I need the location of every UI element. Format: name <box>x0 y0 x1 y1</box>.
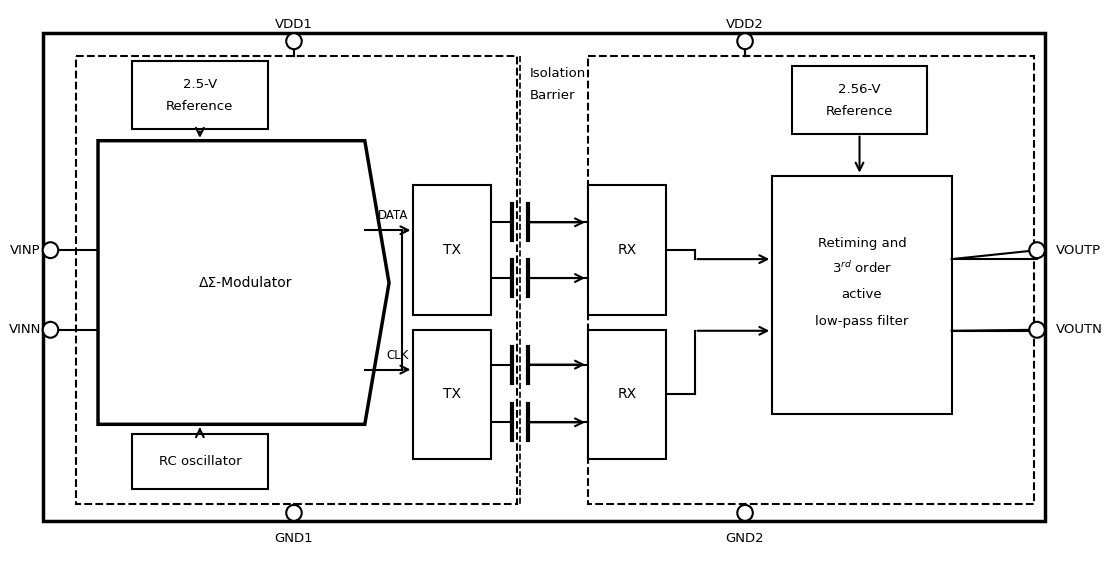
Text: low-pass filter: low-pass filter <box>815 315 908 328</box>
Text: Retiming and: Retiming and <box>817 237 906 250</box>
Circle shape <box>286 33 302 49</box>
Text: DATA: DATA <box>378 209 408 222</box>
Text: Reference: Reference <box>166 100 234 113</box>
Text: TX: TX <box>444 387 461 402</box>
Text: CLK: CLK <box>386 349 408 362</box>
Text: TX: TX <box>444 243 461 257</box>
FancyBboxPatch shape <box>132 434 267 489</box>
Text: VOUTP: VOUTP <box>1056 244 1100 257</box>
Text: 2.56-V: 2.56-V <box>838 84 881 97</box>
FancyBboxPatch shape <box>414 330 491 459</box>
Polygon shape <box>98 141 389 424</box>
FancyBboxPatch shape <box>588 185 665 315</box>
Text: GND2: GND2 <box>725 532 764 545</box>
Text: RX: RX <box>617 243 637 257</box>
Text: ΔΣ-Modulator: ΔΣ-Modulator <box>200 275 293 290</box>
Circle shape <box>43 322 59 338</box>
Text: RX: RX <box>617 387 637 402</box>
FancyBboxPatch shape <box>414 185 491 315</box>
FancyBboxPatch shape <box>588 330 665 459</box>
Text: VDD1: VDD1 <box>275 18 313 31</box>
Text: Reference: Reference <box>826 105 893 118</box>
Circle shape <box>1029 242 1045 258</box>
Text: VINN: VINN <box>9 323 41 336</box>
FancyBboxPatch shape <box>43 33 1045 521</box>
Text: GND1: GND1 <box>275 532 313 545</box>
Circle shape <box>1029 322 1045 338</box>
Text: active: active <box>842 288 883 302</box>
Text: VOUTN: VOUTN <box>1056 323 1102 336</box>
Text: Isolation: Isolation <box>530 67 586 80</box>
Text: VDD2: VDD2 <box>726 18 764 31</box>
Text: RC oscillator: RC oscillator <box>159 455 241 468</box>
Circle shape <box>43 242 59 258</box>
Text: Barrier: Barrier <box>530 89 576 102</box>
Circle shape <box>737 33 753 49</box>
FancyBboxPatch shape <box>132 61 267 129</box>
Circle shape <box>737 505 753 521</box>
Circle shape <box>286 505 302 521</box>
FancyBboxPatch shape <box>792 66 927 134</box>
Text: VINP: VINP <box>10 244 41 257</box>
Text: 3$^{rd}$ order: 3$^{rd}$ order <box>832 260 892 276</box>
Text: 2.5-V: 2.5-V <box>183 79 217 92</box>
FancyBboxPatch shape <box>772 175 952 414</box>
